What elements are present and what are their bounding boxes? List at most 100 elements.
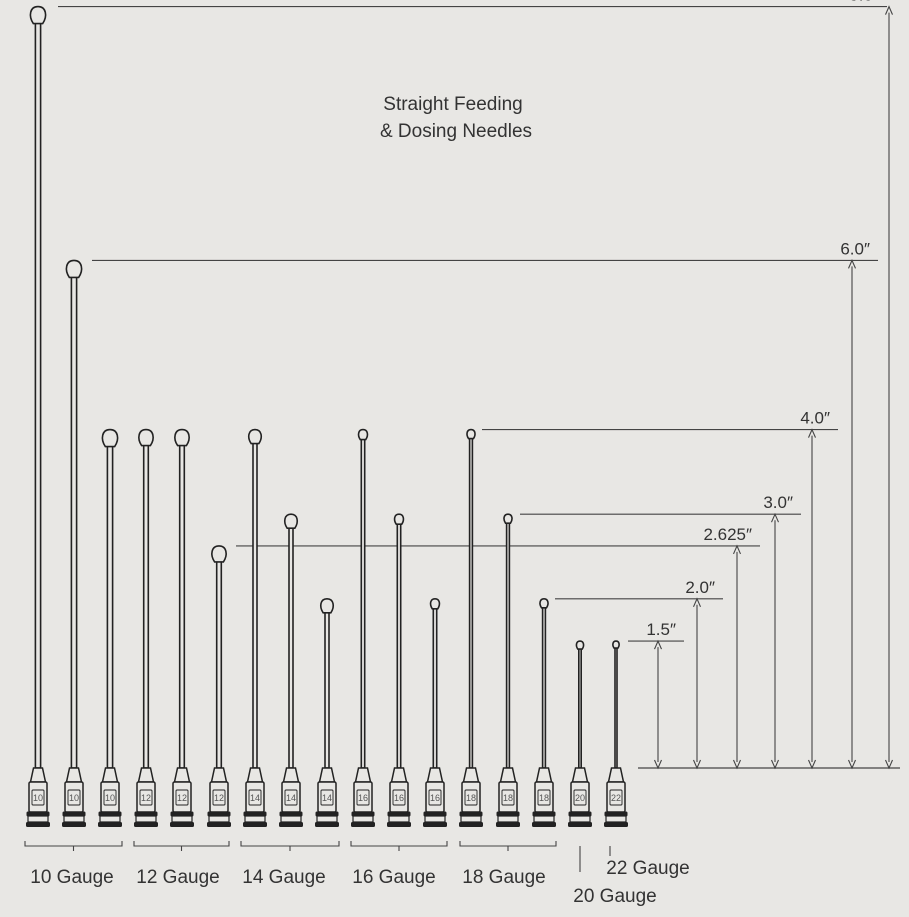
- needle-ball-tip: [138, 428, 154, 447]
- needle-hub-base-ring: [532, 822, 556, 827]
- needle-hub-base-ring: [243, 822, 267, 827]
- needle-14-gauge-6: 14: [243, 428, 267, 827]
- dimension-label: 1.5″: [646, 620, 676, 639]
- needle-gauge-marking: 12: [214, 793, 224, 803]
- needle-hub-collar: [390, 767, 408, 783]
- dimension-label: 2.0″: [685, 578, 715, 597]
- needle-hub-base-ring: [134, 822, 158, 827]
- needle-ball-tip: [575, 640, 585, 650]
- needle-hub-luer: [533, 815, 555, 823]
- needle-cannula: [142, 439, 150, 769]
- dimension-arrow-top: [847, 259, 857, 269]
- needle-hub-luer: [388, 815, 410, 823]
- needle-hub-luer: [605, 815, 627, 823]
- needle-hub-luer: [135, 815, 157, 823]
- dimension-4: 2.625″: [236, 525, 760, 770]
- gauge-group-0: 10 Gauge: [24, 841, 123, 888]
- dimension-arrow-top: [807, 428, 817, 438]
- dimension-arrow-bottom: [692, 759, 702, 770]
- needle-cannula: [360, 435, 366, 769]
- needle-hub-luer: [171, 815, 193, 823]
- needle-hub-label-plate: [428, 789, 442, 806]
- needle-cannula: [541, 604, 547, 769]
- needle-ball-tip: [247, 428, 263, 445]
- needle-hub-label-plate: [103, 789, 117, 806]
- gauge-label: 12 Gauge: [136, 867, 219, 888]
- needle-16-gauge-11: 16: [423, 597, 447, 827]
- dimension-arrow-top: [653, 639, 663, 650]
- dimension-lines: 9.0″ 6.0″ 4.0″ 3.0″ 2.625″ 2.0″ 1.5″: [58, 0, 900, 770]
- needle-ball-tip: [101, 428, 119, 448]
- needle-ball-tip: [65, 259, 83, 279]
- needle-hub-base-ring: [423, 822, 447, 827]
- needle-ball-tip: [29, 5, 47, 25]
- gauge-group-2: 14 Gauge: [240, 841, 340, 888]
- needle-hub-luer: [460, 815, 482, 823]
- needle-hub-label-plate: [248, 789, 262, 806]
- needle-gauge-marking: 18: [503, 793, 513, 803]
- needle-cannula: [468, 435, 474, 769]
- needle-cannula: [324, 607, 330, 769]
- needle-cannula: [34, 17, 42, 769]
- needle-gauge-marking: 20: [575, 793, 585, 803]
- needle-hub-label-plate: [356, 789, 370, 806]
- dimension-label: 9.0″: [849, 0, 879, 5]
- dimension-label: 4.0″: [800, 409, 830, 428]
- needle-hub-label-plate: [212, 789, 226, 806]
- needle-hub-label-plate: [609, 789, 623, 806]
- needle-hub-collar: [173, 767, 191, 783]
- needle-ball-tip: [283, 513, 299, 529]
- needle-ball-tip: [211, 545, 227, 563]
- needle-hub-base-ring: [604, 822, 628, 827]
- needle-16-gauge-9: 16: [351, 428, 375, 827]
- gauge-label: 22 Gauge: [606, 858, 689, 879]
- needle-hub-base-ring: [170, 822, 194, 827]
- needle-hub-collar: [535, 767, 553, 783]
- needle-hub-label-plate: [67, 789, 81, 806]
- needle-hub-label-plate: [31, 789, 45, 806]
- dimension-label: 2.625″: [703, 525, 752, 544]
- needle-hub-collar: [318, 767, 336, 783]
- needle-gauge-marking: 16: [394, 793, 404, 803]
- needle-hub-label-plate: [320, 789, 334, 806]
- needle-gauge-marking: 22: [611, 793, 621, 803]
- needle-gauge-marking: 18: [539, 793, 549, 803]
- needle-hub-luer: [280, 815, 302, 823]
- needle-16-gauge-10: 16: [387, 513, 411, 827]
- gauge-label: 18 Gauge: [462, 867, 545, 888]
- needle-hub-luer: [63, 815, 85, 823]
- needle-gauge-marking: 16: [358, 793, 368, 803]
- needle-gauge-marking: 12: [177, 793, 187, 803]
- needle-cannula: [396, 520, 402, 769]
- dimension-label: 6.0″: [840, 239, 870, 258]
- dimension-6: 1.5″: [628, 620, 684, 770]
- dimension-arrow-bottom: [847, 759, 857, 770]
- needle-ball-tip: [503, 513, 513, 524]
- gauge-group-4: 18 Gauge: [459, 841, 557, 888]
- needle-gauge-marking: 14: [322, 793, 332, 803]
- needle-cannula: [577, 645, 582, 769]
- needle-cannula: [505, 519, 511, 769]
- dimension-5: 2.0″: [555, 578, 723, 770]
- needle-gauge-marking: 12: [141, 793, 151, 803]
- gauge-group-6: 22 Gauge: [606, 846, 690, 879]
- needle-hub-base-ring: [568, 822, 592, 827]
- needle-hub-luer: [316, 815, 338, 823]
- needle-cannula: [432, 604, 438, 769]
- diagram-title-line-2: & Dosing Needles: [380, 121, 532, 142]
- needle-gauge-marking: 10: [105, 793, 115, 803]
- needle-14-gauge-8: 14: [315, 597, 339, 827]
- needle-gauge-marking: 14: [250, 793, 260, 803]
- dimension-arrow-top: [884, 5, 894, 15]
- needle-gauge-marking: 10: [69, 793, 79, 803]
- needle-hub-collar: [246, 767, 264, 783]
- gauge-label: 16 Gauge: [352, 867, 435, 888]
- needle-18-gauge-13: 18: [496, 513, 520, 827]
- gauge-label: 14 Gauge: [242, 867, 325, 888]
- needle-hub-label-plate: [464, 789, 478, 806]
- dimension-3: 3.0″: [520, 493, 801, 770]
- needles-group: 10 10 10 12 12 12 14 14 14 16 16 16 18 18 18 20 22: [26, 5, 628, 827]
- needle-hub-collar: [354, 767, 372, 783]
- needle-hub-collar: [137, 767, 155, 783]
